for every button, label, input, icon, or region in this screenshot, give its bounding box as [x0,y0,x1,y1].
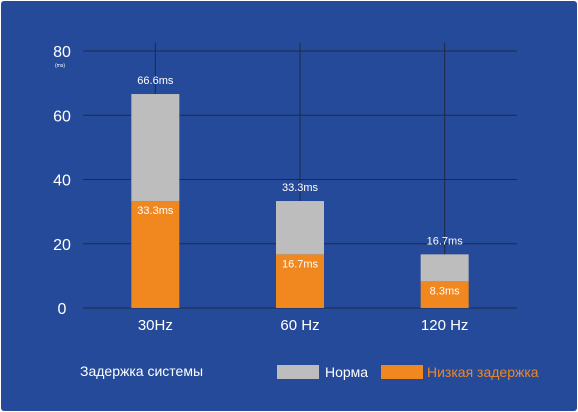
x-category-label: 120 Hz [421,317,469,334]
data-label-total: 66.6ms [137,75,174,87]
data-label-low-latency: 33.3ms [137,205,174,217]
data-labels: 33.3ms 66.6ms 16.7ms 33.3ms 8.3ms 16.7ms [137,75,463,297]
legend-label-normal: Норма [325,364,368,380]
y-tick-label: 0 [58,301,67,318]
x-category-label: 60 Hz [280,317,319,334]
legend-label-low-latency: Низкая задержка [427,364,539,380]
y-tick-label: 60 [53,108,71,125]
x-axis-categories: 30Hz 60 Hz 120 Hz [138,317,469,334]
y-tick-label: 80 [53,44,71,61]
bars [131,94,469,308]
chart-caption: Задержка системы [80,363,203,379]
data-label-low-latency: 8.3ms [430,285,460,297]
bar-normal [276,201,324,255]
legend-swatch-low-latency [381,365,423,379]
y-axis-ticks: 0 20 40 60 80 [53,44,71,318]
legend-swatch-normal [277,365,319,379]
bar-normal [420,254,469,282]
bar-low-latency [131,201,180,308]
data-label-total: 33.3ms [282,182,319,194]
legend: Норма Низкая задержка [277,364,539,380]
y-tick-label: 20 [53,237,71,254]
data-label-low-latency: 16.7ms [282,258,319,270]
y-axis-unit: (ms) [55,63,65,69]
y-tick-label: 40 [53,173,71,190]
bar-low-latency [420,281,469,308]
bar-normal [131,94,180,202]
data-label-total: 16.7ms [427,235,464,247]
x-category-label: 30Hz [138,317,173,334]
bar-low-latency [276,254,324,308]
